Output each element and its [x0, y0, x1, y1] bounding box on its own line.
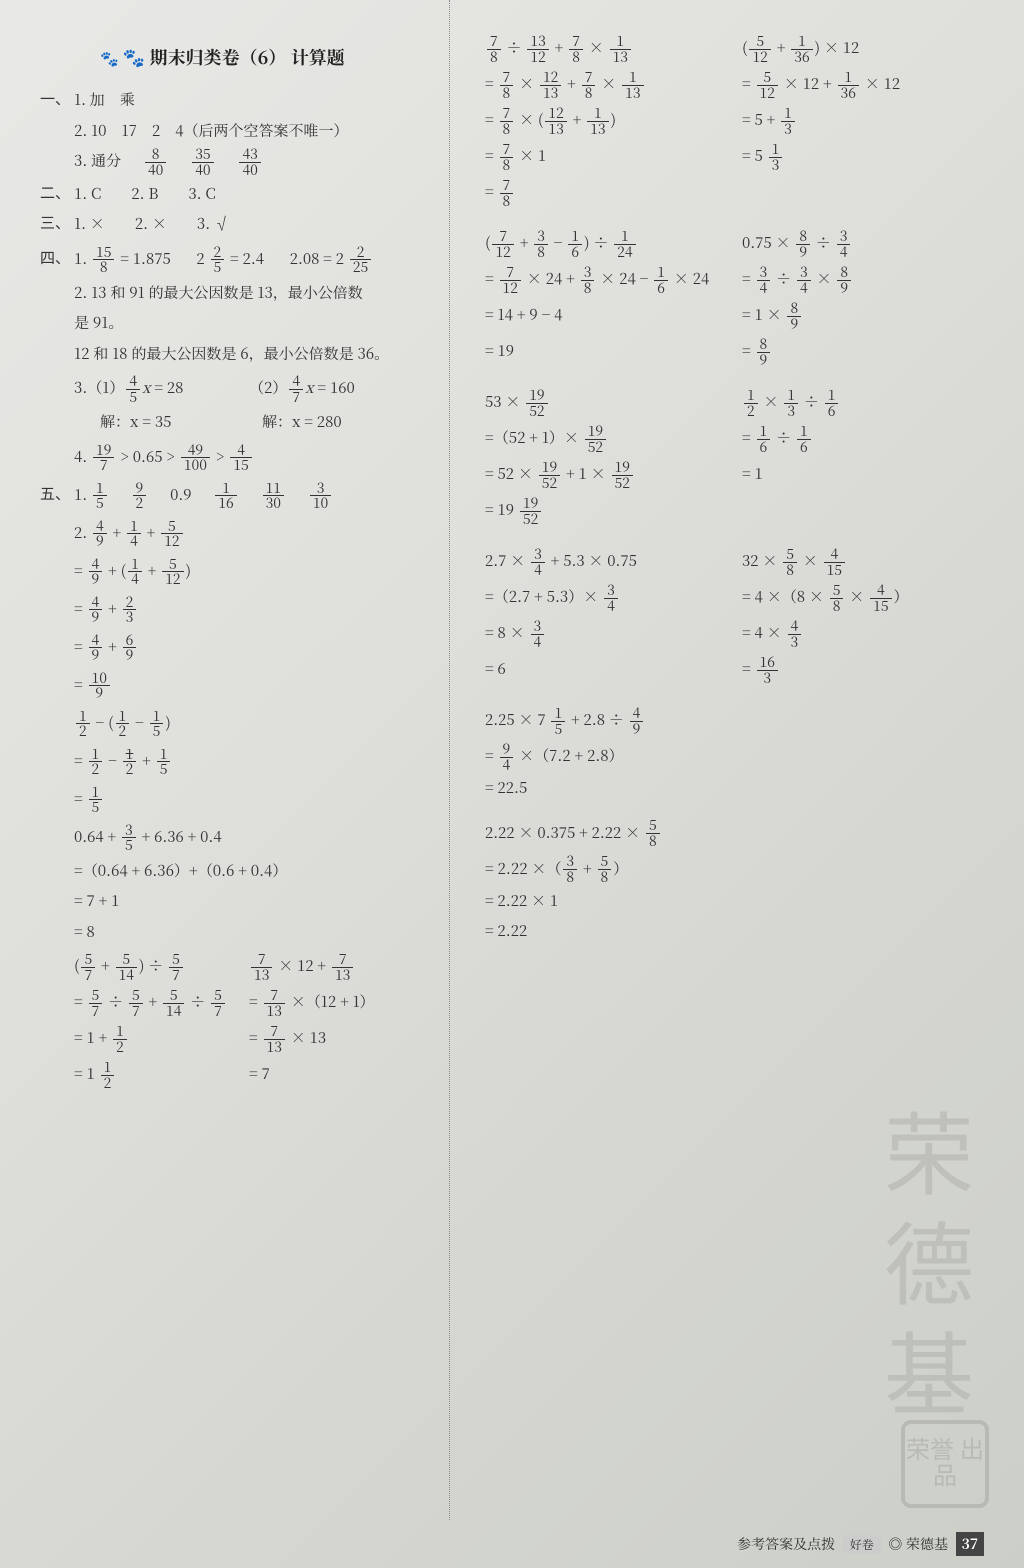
- s5-2: 2. 49 + 14 + 512: [40, 515, 424, 551]
- r2: = 78 × 1213 + 78 × 113 = 512 × 12 + 136 …: [485, 66, 999, 102]
- s5-2-s5: = 109: [40, 667, 424, 703]
- title-prefix: 🐾 期末归类卷（6）: [123, 44, 287, 70]
- rf3: = 2.22 × 1: [485, 887, 999, 916]
- r3: = 78 × (1213 + 113) = 5 + 13: [485, 102, 999, 138]
- s5-4-s2: =（0.64 + 6.36）+（0.6 + 0.4）: [40, 857, 424, 886]
- s5-bot4: = 1 12 = 7: [40, 1056, 424, 1092]
- section-2-label: 二、: [40, 180, 74, 209]
- s5-4-s3: = 7 + 1: [40, 887, 424, 916]
- footer-brand: 荣德基: [906, 1534, 948, 1554]
- section-5-label: 五、: [40, 477, 74, 513]
- page-title: 🐾🐾 期末归类卷（6） 计算题: [100, 40, 424, 74]
- rf1: 2.22 × 0.375 + 2.22 × 58: [485, 815, 999, 851]
- seal: 荣誉 出品: [901, 1420, 989, 1508]
- rd2: =（2.7 + 5.3）× 34 = 4 ×（8 × 58 × 415）: [485, 579, 999, 615]
- rd4: = 6 = 163: [485, 651, 999, 687]
- s5-bot2: = 57 ÷ 57 + 514 ÷ 57 = 713 ×（12 + 1）: [40, 984, 424, 1020]
- footer: 参考答案及点拨 好卷 ◎ 荣德基 37: [737, 1532, 984, 1556]
- s5-1: 1. 15 92 0.9 116 1130 310: [74, 477, 333, 513]
- rd3: = 8 × 34 = 4 × 43: [485, 615, 999, 651]
- s1-1: 1. 加 乘: [74, 86, 135, 115]
- s1-3: 3. 通分 840 3540 4340: [40, 147, 424, 177]
- s5-3-s3: = 15: [40, 781, 424, 817]
- re2: = 94 ×（7.2 + 2.8）: [485, 738, 999, 774]
- s4-2b: 是 91。: [40, 309, 424, 338]
- s2-content: 1. C 2. B 3. C: [74, 180, 216, 209]
- s4-1: 1. 158 = 1.875 2 25 = 2.4 2.08 = 2 225: [74, 241, 373, 277]
- s4-4: 4. 197 > 0.65 > 49100 > 415: [40, 439, 424, 475]
- rb4: = 19 = 89: [485, 333, 999, 369]
- title-main: 计算题: [291, 44, 345, 70]
- s1-2: 2. 10 17 2 4（后两个空答案不唯一）: [40, 117, 424, 146]
- footer-pill: 好卷: [842, 1535, 882, 1554]
- s5-2-s4: = 49 + 69: [40, 629, 424, 665]
- r5: = 78: [485, 174, 999, 210]
- section-1-label: 一、: [40, 86, 74, 115]
- re3: = 22.5: [485, 774, 999, 803]
- s5-2-s2: = 49 + (14 + 512): [40, 553, 424, 589]
- footer-page: 37: [956, 1532, 985, 1556]
- re1: 2.25 × 7 15 + 2.8 ÷ 49: [485, 702, 999, 738]
- watermark: 荣德基: [854, 1108, 984, 1438]
- s4-3: 3.（1）45x = 28 （2）47x = 160: [40, 370, 424, 406]
- rd1: 2.7 × 34 + 5.3 × 0.75 32 × 58 × 415: [485, 543, 999, 579]
- section-4-label: 四、: [40, 241, 74, 277]
- rc2: =（52 + 1）× 1952 = 16 ÷ 16: [485, 420, 999, 456]
- rb1: (712 + 38 − 16) ÷ 124 0.75 × 89 ÷ 34: [485, 225, 999, 261]
- s5-3: 12 − (12 − 15): [40, 705, 424, 741]
- s5-4-s4: = 8: [40, 918, 424, 947]
- s5-3-s2: = 12 − 12 + 15: [40, 743, 424, 779]
- s5-bot1: (57 + 514) ÷ 57 713 × 12 + 713: [40, 948, 424, 984]
- s4-2c: 12 和 18 的最大公因数是 6，最小公倍数是 36。: [40, 340, 424, 369]
- rc3: = 52 × 1952 + 1 × 1952 = 1: [485, 456, 999, 492]
- section-3-label: 三、: [40, 210, 74, 239]
- rc4: = 19 1952: [485, 492, 999, 528]
- r1: 78 ÷ 1312 + 78 × 113 (512 + 136) × 12: [485, 30, 999, 66]
- s5-4: 0.64 + 35 + 6.36 + 0.4: [40, 819, 424, 855]
- s5-2-s3: = 49 + 23: [40, 591, 424, 627]
- s4-2a: 2. 13 和 91 的最大公因数是 13，最小公倍数: [40, 279, 424, 308]
- s4-3-sol: 解：x = 35 解：x = 280: [40, 408, 424, 437]
- paw-icon: 🐾: [100, 48, 119, 69]
- rb2: = 712 × 24 + 38 × 24 − 16 × 24 = 34 ÷ 34…: [485, 261, 999, 297]
- rf2: = 2.22 ×（38 + 58）: [485, 851, 999, 887]
- rb3: = 14 + 9 − 4 = 1 × 89: [485, 297, 999, 333]
- s3-content: 1. × 2. × 3. √: [74, 210, 229, 239]
- footer-label: 参考答案及点拨: [737, 1534, 835, 1554]
- rc1: 53 × 1952 12 × 13 ÷ 16: [485, 384, 999, 420]
- r4: = 78 × 1 = 5 13: [485, 138, 999, 174]
- s5-bot3: = 1 + 12 = 713 × 13: [40, 1020, 424, 1056]
- rf4: = 2.22: [485, 917, 999, 946]
